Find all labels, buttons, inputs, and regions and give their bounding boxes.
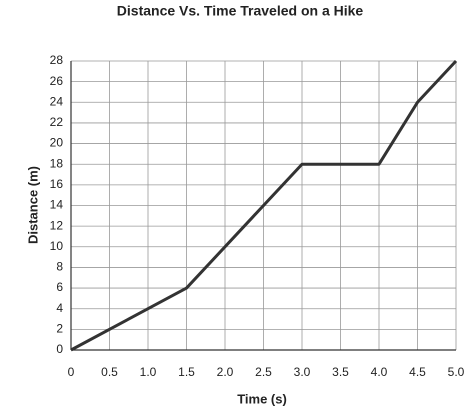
x-tick-label: 3.5 <box>332 365 349 379</box>
y-axis-label: Distance (m) <box>25 166 40 244</box>
y-tick-label: 16 <box>50 177 64 191</box>
x-tick-label: 0.5 <box>101 365 118 379</box>
y-tick-label: 8 <box>56 260 63 274</box>
y-tick-label: 14 <box>50 198 64 212</box>
x-tick-label: 1.5 <box>178 365 195 379</box>
x-tick-label: 2.5 <box>255 365 272 379</box>
y-tick-label: 12 <box>50 218 64 232</box>
y-tick-label: 0 <box>56 342 63 356</box>
y-tick-label: 24 <box>50 94 64 108</box>
x-tick-label: 3.0 <box>294 365 311 379</box>
y-tick-label: 2 <box>56 322 63 336</box>
y-tick-label: 20 <box>50 136 64 150</box>
x-tick-label: 4.5 <box>409 365 426 379</box>
chart-title: Distance Vs. Time Traveled on a Hike <box>117 3 364 19</box>
y-tick-label: 18 <box>50 156 64 170</box>
y-tick-label: 10 <box>50 239 64 253</box>
x-axis-label: Time (s) <box>237 391 287 406</box>
x-tick-label: 2.0 <box>217 365 234 379</box>
y-tick-label: 26 <box>50 74 64 88</box>
x-tick-label: 1.0 <box>140 365 157 379</box>
y-tick-label: 22 <box>50 115 64 129</box>
y-tick-label: 4 <box>56 301 63 315</box>
data-line <box>70 59 458 352</box>
x-tick-label: 4.0 <box>371 365 388 379</box>
y-tick-label: 28 <box>50 53 64 67</box>
y-tick-label: 6 <box>56 280 63 294</box>
x-tick-label: 0 <box>68 365 75 379</box>
x-tick-label: 5.0 <box>448 365 465 379</box>
